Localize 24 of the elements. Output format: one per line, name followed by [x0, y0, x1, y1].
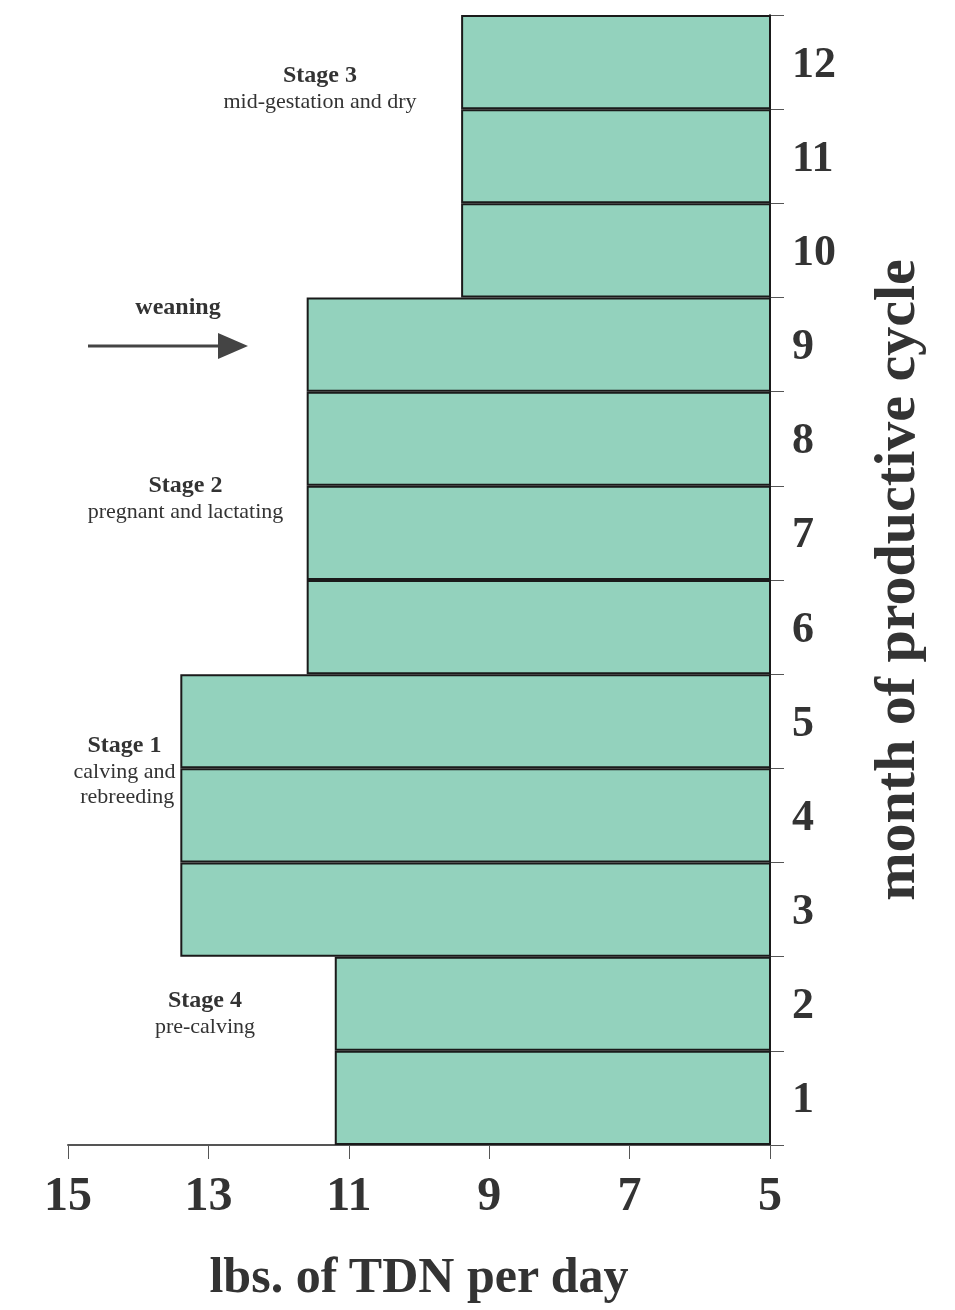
x-tick-label: 13 [184, 1166, 233, 1220]
y-tick-label: 4 [792, 790, 814, 840]
y-tick-label: 2 [792, 979, 814, 1029]
annotation: Stage 3 mid-gestation and dry [223, 60, 417, 113]
annotation: Stage 4 pre-calving [154, 985, 256, 1038]
x-tick-label: 9 [477, 1166, 502, 1220]
y-tick-label: 6 [792, 602, 814, 652]
y-tick-label: 11 [792, 131, 834, 181]
y-tick-label: 8 [792, 414, 814, 464]
x-tick-label: 7 [617, 1166, 642, 1220]
x-tick-label: 11 [326, 1166, 372, 1220]
y-tick-label: 10 [792, 225, 836, 275]
y-tick-label: 12 [792, 37, 836, 87]
y-tick-label: 5 [792, 696, 814, 746]
x-axis-title: lbs. of TDN per day [209, 1247, 629, 1303]
annotation: Stage 1 calving and rebreeding [73, 730, 176, 808]
annotation: Stage 2 pregnant and lactating [87, 470, 284, 523]
annotation: weaning [135, 292, 221, 319]
x-tick-label: 15 [44, 1166, 92, 1220]
y-tick-label: 7 [792, 508, 814, 558]
y-tick-label: 3 [792, 885, 814, 935]
y-tick-label: 1 [792, 1073, 814, 1123]
y-axis-title: month of productive cycle [861, 259, 927, 901]
y-tick-label: 9 [792, 320, 814, 370]
